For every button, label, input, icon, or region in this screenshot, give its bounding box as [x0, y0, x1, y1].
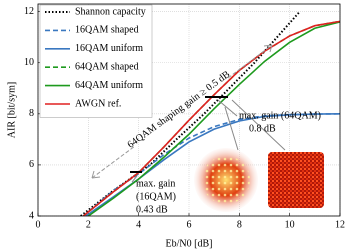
x-tick-label: 2	[86, 219, 91, 230]
legend-label: 16QAM shaped	[75, 25, 139, 36]
legend-label: 64QAM shaped	[75, 61, 139, 72]
x-axis-label: Eb/N0 [dB]	[166, 238, 213, 249]
x-tick-label: 12	[335, 219, 345, 230]
x-tick-label: 8	[237, 219, 242, 230]
plot-frame	[37, 3, 341, 217]
y-tick-label: 12	[24, 6, 34, 17]
x-tick-label: 0	[36, 219, 41, 230]
annotation: 0.43 dB	[136, 204, 168, 215]
constellation-images	[194, 148, 324, 212]
legend-label: Shannon capacity	[75, 6, 146, 17]
series-line	[87, 21, 340, 216]
x-tick-label: 6	[187, 219, 192, 230]
legend-box	[39, 4, 153, 118]
y-tick-label: 8	[29, 108, 34, 119]
y-tick-label: 10	[24, 57, 34, 68]
series-line	[82, 20, 340, 216]
legend-label: AWGN ref.	[75, 98, 121, 109]
annotation: (16QAM)	[136, 191, 176, 202]
gain-bars	[130, 96, 228, 173]
legend-label: 64QAM uniform	[75, 80, 143, 91]
annotation: 0.8 dB	[249, 123, 276, 134]
x-tick-label: 4	[136, 219, 141, 230]
y-tick-label: 4	[29, 210, 34, 221]
y-tick-label: 6	[29, 159, 34, 170]
annotation: max. gain (64QAM)	[239, 110, 321, 121]
annotation-arrows	[91, 44, 286, 183]
legend-label: 16QAM uniform	[75, 43, 143, 54]
annotation: max. gain	[136, 178, 175, 189]
x-tick-label: 10	[285, 219, 295, 230]
y-axis-label: AIR [bit/sym]	[6, 82, 17, 138]
